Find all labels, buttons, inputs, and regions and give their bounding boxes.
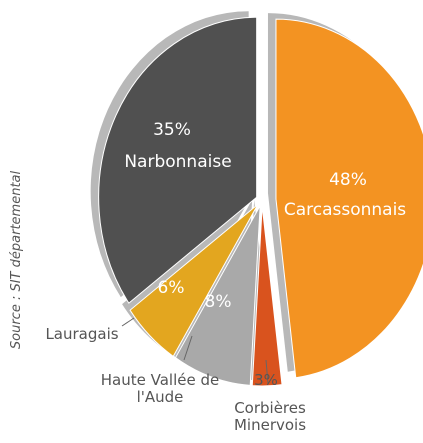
slice [174, 205, 261, 386]
category-label: Carcassonnais [283, 200, 407, 220]
value-label: 35% [153, 120, 191, 140]
category-label: Narbonnaise [124, 152, 232, 172]
leader-line [183, 335, 193, 361]
slice [251, 205, 283, 387]
value-label: 6% [157, 278, 185, 298]
slice [98, 16, 258, 304]
category-label: Lauragais [45, 325, 119, 343]
category-label: Corbières Minervois [233, 399, 307, 434]
slice [129, 203, 259, 358]
source: Source : SIT départemental [9, 171, 24, 350]
value-label: 3% [254, 371, 278, 389]
slice [275, 18, 423, 379]
category-label: Haute Vallée de l'Aude [100, 371, 220, 406]
leader-line [121, 317, 135, 327]
value-label: 8% [204, 292, 232, 312]
value-label: 48% [329, 170, 367, 190]
leader-line [265, 359, 269, 385]
